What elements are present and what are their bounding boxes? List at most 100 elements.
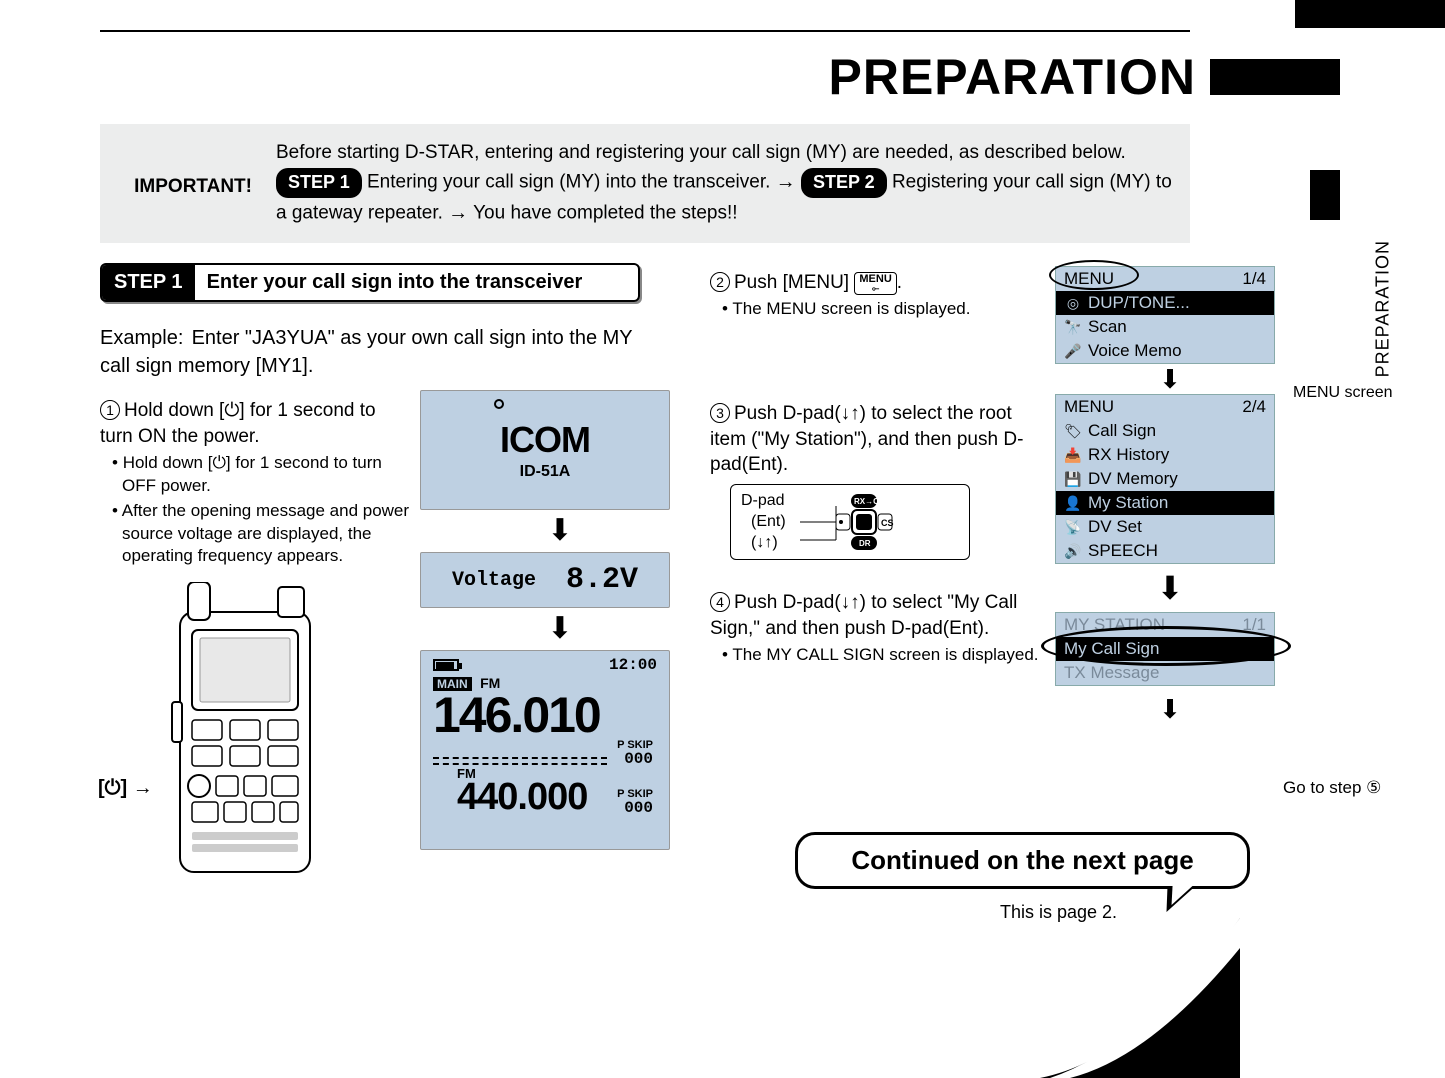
menu-page: 2/4 — [1242, 397, 1266, 417]
brand-text: ICOM — [500, 419, 590, 461]
important-body: Before starting D-STAR, entering and reg… — [276, 138, 1174, 229]
menu-screen-3-wrap: MY STATION 1/1 My Call Sign TX Message — [1055, 612, 1285, 686]
menu-screen-1-wrap: MENU1/4 ◎DUP/TONE... 🔭Scan 🎤Voice Memo — [1055, 266, 1285, 364]
step2-pill: STEP 2 — [801, 168, 887, 198]
action-4-bullet: • The MY CALL SIGN screen is displayed. — [710, 644, 1040, 667]
dv-set-icon: 📡 — [1064, 519, 1082, 536]
menu-row: ◎DUP/TONE... — [1056, 291, 1274, 315]
action-2-text: Push [MENU] — [734, 272, 849, 293]
page-number-note: This is page 2. — [1000, 902, 1117, 923]
menu-row: 🔊SPEECH — [1056, 539, 1274, 563]
menu-row: 📡 DV Set — [1056, 515, 1274, 539]
column-1: 1Hold down [⏻] for 1 second to turn ON t… — [100, 398, 410, 887]
down-arrow-icon: ⬇ — [420, 614, 700, 644]
scan-icon: 🔭 — [1064, 319, 1082, 336]
callsign-icon: 🏷 — [1064, 423, 1082, 440]
arrow-icon: → — [448, 202, 468, 224]
menu-item-text: DV Memory — [1088, 469, 1178, 489]
corner-block — [1295, 0, 1445, 28]
dv-memory-icon: 💾 — [1064, 471, 1082, 488]
menu-row: 🏷 Call Sign — [1056, 419, 1274, 443]
menu-page: 1/1 — [1242, 615, 1266, 635]
menu-row: 🔭 Scan — [1056, 315, 1274, 339]
bullet-text: The MENU screen is displayed. — [732, 299, 970, 318]
svg-text:RX→CS: RX→CS — [854, 497, 885, 506]
lcd-voltage-screen: Voltage 8.2V — [420, 552, 670, 608]
menu-screen-caption: MENU screen — [1293, 384, 1393, 402]
freq-1: 146.010 — [433, 690, 657, 740]
action-3-text: Push D-pad(↓↑) to select the root item (… — [710, 403, 1023, 475]
rx-history-icon: 📥 — [1064, 447, 1082, 464]
menu-item-text: RX History — [1088, 445, 1169, 465]
lcd-frequency-screen: 12:00 MAIN FM 146.010 P SKIP — [420, 650, 670, 850]
down-arrow-icon: ⬇ — [420, 516, 700, 546]
title-tail-block — [1210, 59, 1340, 95]
dpad-svg: CS RX→CS DR — [796, 492, 906, 552]
period: . — [897, 272, 902, 293]
radio-illustration: [⏻] → — [100, 582, 410, 887]
action-1-bullet-2: • After the opening message and power so… — [100, 500, 410, 569]
menu-item-text: Voice Memo — [1088, 341, 1182, 361]
down-arrow-icon: ⬇ — [1055, 366, 1285, 392]
transceiver-svg — [100, 582, 350, 882]
menu-row: 🎤 Voice Memo — [1056, 339, 1274, 363]
action-4: 4Push D-pad(↓↑) to select "My Call Sign,… — [710, 590, 1040, 666]
menu-item-text: Scan — [1088, 317, 1127, 337]
menu-key-sub: ⟜ — [859, 284, 891, 293]
bullet-text: The MY CALL SIGN screen is displayed. — [732, 645, 1038, 664]
down-arrow-icon: ⬇ — [1055, 572, 1285, 604]
mic-icon: 🎤 — [1064, 343, 1082, 360]
step1-header: STEP 1 Enter your call sign into the tra… — [100, 263, 640, 302]
step1-badge: STEP 1 — [102, 265, 195, 300]
menu-screen-1: MENU1/4 ◎DUP/TONE... 🔭Scan 🎤Voice Memo — [1055, 266, 1275, 364]
menu-screen-2: MENU2/4 🏷Call Sign 📥RX History 💾DV Memor… — [1055, 394, 1275, 564]
down-arrow-icon: ⬇ — [1055, 696, 1285, 722]
column-2: ICOM ID-51A ⬇ Voltage 8.2V ⬇ 12:00 MAIN … — [420, 390, 700, 850]
step1-pill: STEP 1 — [276, 168, 362, 198]
model-text: ID-51A — [520, 463, 571, 481]
speech-tail-icon — [1152, 886, 1195, 912]
skip-1: 000 — [607, 751, 657, 767]
page: PREPARATION PREPARATION IMPORTANT! Befor… — [100, 30, 1340, 958]
menu-row: 📥 RX History — [1056, 443, 1274, 467]
skip-2: 000 — [607, 800, 657, 816]
menu-row: TX Message — [1056, 661, 1274, 685]
bullet-text: Hold down [⏻] for 1 second to turn OFF p… — [122, 453, 382, 495]
column-4: MENU1/4 ◎DUP/TONE... 🔭Scan 🎤Voice Memo M… — [1055, 266, 1285, 724]
dpad-updown: (↓↑) — [741, 533, 786, 554]
example-prefix: Example: — [100, 324, 186, 352]
content-area: STEP 1 Enter your call sign into the tra… — [100, 263, 1190, 958]
clock-text: 12:00 — [609, 657, 657, 673]
step1-title: Enter your call sign into the transceive… — [195, 265, 595, 300]
page-title: PREPARATION — [829, 48, 1207, 106]
menu-screen-3: MY STATION 1/1 My Call Sign TX Message — [1055, 612, 1275, 686]
action-1-text: Hold down [⏻] for 1 second to turn ON th… — [100, 400, 376, 447]
dpad-ent: (Ent) — [741, 512, 786, 533]
page-curl-icon — [1040, 918, 1240, 1078]
top-rule — [100, 30, 1190, 32]
menu-row: 👤My Station — [1056, 491, 1274, 515]
action-3: 3Push D-pad(↓↑) to select the root item … — [710, 401, 1040, 560]
menu-item-text: DV Set — [1088, 517, 1142, 537]
menu-item-text: Call Sign — [1088, 421, 1156, 441]
power-button-label: [⏻] → — [98, 777, 153, 800]
menu-item-text: My Call Sign — [1064, 639, 1159, 659]
side-tab-block — [1310, 170, 1340, 220]
arrow-icon: → — [133, 777, 153, 799]
action-2-bullet: • The MENU screen is displayed. — [710, 298, 1040, 321]
column-3: 2Push [MENU] MENU⟜. • The MENU screen is… — [710, 270, 1040, 684]
action-4-text: Push D-pad(↓↑) to select "My Call Sign,"… — [710, 592, 1017, 639]
dpad-title: D-pad — [741, 491, 786, 512]
action-1: 1Hold down [⏻] for 1 second to turn ON t… — [100, 398, 410, 449]
menu-title: MY STATION — [1064, 615, 1165, 635]
important-label: IMPORTANT! — [116, 138, 266, 201]
arrow-icon: → — [776, 171, 796, 193]
example-text: Example: Enter "JA3YUA" as your own call… — [100, 324, 660, 380]
dpad-labels: D-pad (Ent) (↓↑) — [741, 491, 786, 553]
menu-row: 💾 DV Memory — [1056, 467, 1274, 491]
menu-item-text: TX Message — [1064, 663, 1159, 683]
continued-bubble: Continued on the next page — [795, 832, 1250, 889]
circled-number-icon: 4 — [710, 592, 730, 612]
action-2: 2Push [MENU] MENU⟜. • The MENU screen is… — [710, 270, 1040, 321]
menu-item-text: DUP/TONE... — [1088, 293, 1190, 313]
